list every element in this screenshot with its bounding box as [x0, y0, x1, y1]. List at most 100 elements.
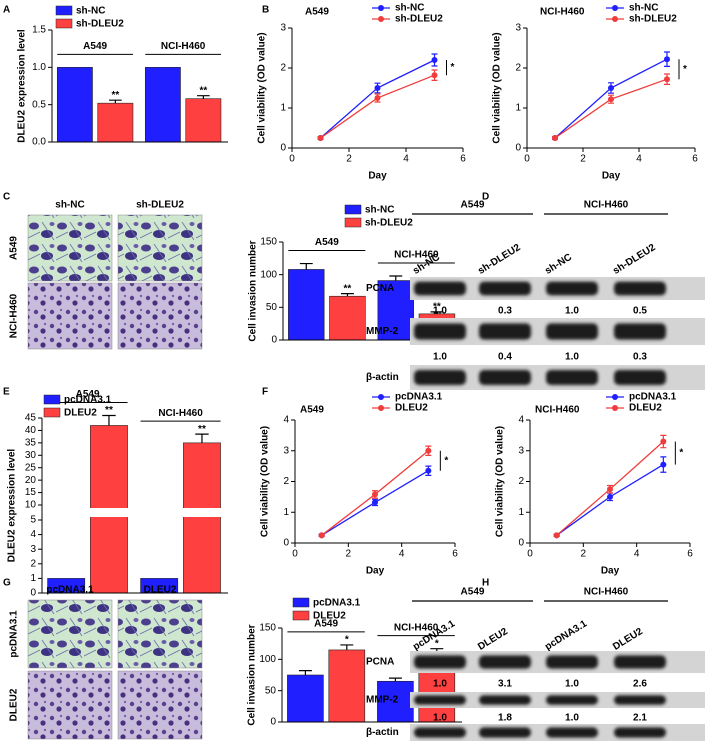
group-label: NCI-H460	[158, 408, 203, 419]
marker	[660, 461, 667, 468]
y-tick-label: 20	[25, 475, 37, 486]
legend-label: sh-NC	[76, 6, 105, 17]
legend-swatch	[292, 610, 310, 621]
legend-label: DLEU2	[395, 403, 428, 414]
blot-band	[414, 281, 466, 296]
legend-label: pcDNA3.1	[395, 392, 443, 403]
legend-marker	[612, 5, 618, 11]
bar	[97, 102, 134, 143]
marker	[425, 467, 432, 474]
marker	[664, 76, 670, 83]
y-tick-label: 0.5	[32, 99, 46, 110]
bar	[377, 680, 414, 723]
blot-band	[414, 323, 466, 340]
error-bar	[298, 670, 312, 675]
chart-title: A549	[300, 405, 324, 416]
micrograph	[117, 214, 203, 282]
legend-label: sh-DLEU2	[76, 19, 124, 30]
y-tick-label: 100	[260, 269, 277, 280]
row-label: β-actin	[366, 372, 399, 383]
row-label: pcDNA3.1	[9, 610, 20, 658]
blot-band	[546, 281, 598, 296]
axis-break	[34, 508, 230, 517]
group-label: NCI-H460	[161, 41, 206, 52]
y-tick-label: 35	[25, 437, 37, 448]
group-label: A549	[76, 389, 100, 400]
quantification: 0.5	[633, 306, 647, 317]
legend-swatch	[344, 217, 362, 228]
x-tick-label: 6	[460, 154, 466, 165]
x-tick-label: 0	[527, 549, 533, 560]
micrograph	[27, 599, 113, 669]
legend-label: pcDNA3.1	[313, 598, 361, 609]
marker	[431, 72, 438, 79]
x-tick-label: 0	[524, 154, 530, 165]
y-tick-label: 2	[280, 63, 286, 74]
chart-title: NCI-H460	[535, 405, 580, 416]
quantification: 2.6	[633, 679, 647, 690]
legend-marker	[612, 394, 618, 400]
x-tick-label: 6	[692, 154, 698, 165]
x-tick-label: 6	[452, 549, 458, 560]
legend-label: DLEU2	[629, 403, 662, 414]
significance: **	[105, 405, 113, 416]
error-bar	[109, 99, 122, 104]
panel-label: C	[3, 192, 10, 203]
blot-band	[614, 655, 666, 669]
quantification: 1.0	[565, 352, 579, 363]
quantification: 1.0	[433, 713, 447, 724]
significance: *	[444, 455, 448, 466]
micrograph	[27, 282, 113, 350]
blot-band	[479, 370, 531, 385]
y-tick-label: 3	[283, 445, 289, 456]
y-tick-label: 25	[25, 462, 37, 473]
panel-label: G	[3, 578, 11, 589]
legend-marker	[378, 405, 384, 411]
marker	[372, 491, 378, 498]
x-tick-label: 2	[346, 549, 352, 560]
error-bar	[340, 644, 354, 650]
panel-label: F	[262, 387, 268, 398]
quantification: 1.0	[565, 713, 579, 724]
bar	[56, 67, 93, 143]
row-label: PCNA	[366, 657, 394, 668]
significance: **	[199, 85, 207, 96]
blot-band	[479, 655, 531, 669]
lane-label: sh-DLEU2	[476, 242, 523, 277]
chart-title: A549	[305, 7, 329, 18]
legend-label: sh-DLEU2	[365, 218, 413, 229]
y-tick-label: 40	[25, 425, 37, 436]
legend-marker	[612, 405, 618, 411]
error-bar	[195, 433, 209, 443]
y-tick-label: 2	[515, 63, 521, 74]
micrograph	[117, 670, 203, 740]
marker	[608, 96, 614, 103]
bar	[377, 280, 414, 341]
y-tick-label: 0.0	[32, 137, 46, 148]
significance: **	[198, 424, 206, 435]
quantification: 1.0	[565, 306, 579, 317]
y-tick-label: 5	[30, 515, 36, 526]
significance: *	[345, 635, 349, 646]
legend-marker	[378, 394, 384, 400]
significance: *	[451, 62, 455, 73]
bar	[183, 442, 221, 594]
y-tick-label: 30	[25, 450, 37, 461]
blot-band	[614, 323, 666, 340]
error-bar	[102, 414, 116, 426]
blot-band	[546, 695, 598, 705]
y-tick-label: 0	[280, 143, 286, 154]
lane-label: DLEU2	[611, 626, 645, 653]
quantification: 3.1	[498, 679, 512, 690]
lane-label: DLEU2	[476, 626, 510, 653]
x-tick-label: 2	[581, 549, 587, 560]
column-label: pcDNA3.1	[46, 585, 94, 596]
y-tick-label: 1.0	[32, 62, 46, 73]
group-label: NCI-H460	[394, 622, 439, 633]
row-label: DLEU2	[9, 688, 20, 721]
blot-band	[546, 727, 598, 738]
significance: *	[679, 448, 683, 459]
row-label: β-actin	[366, 727, 399, 738]
legend-marker	[612, 16, 618, 22]
